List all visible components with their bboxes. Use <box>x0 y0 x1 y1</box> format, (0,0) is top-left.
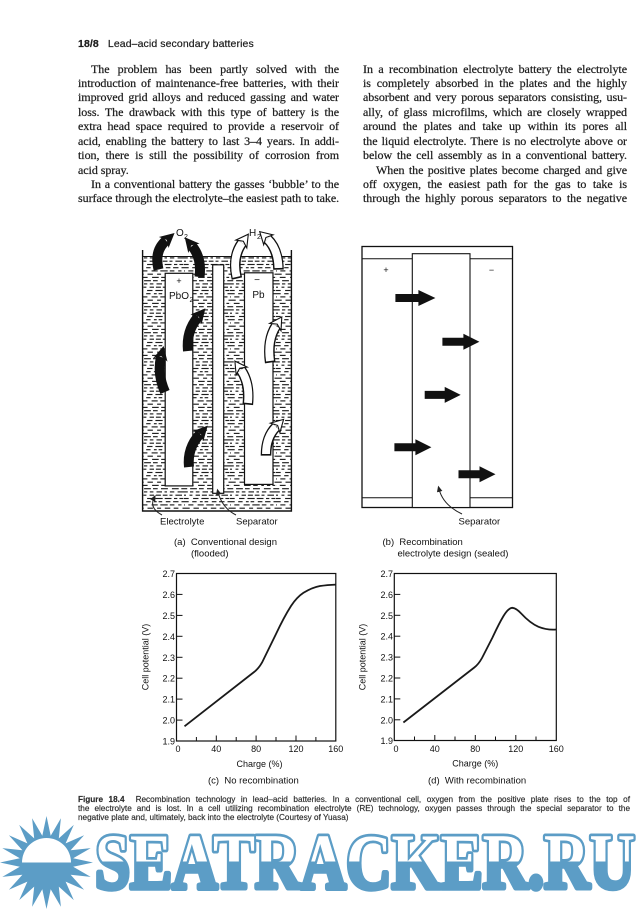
svg-text:+: + <box>176 276 181 286</box>
svg-text:2.0: 2.0 <box>380 715 393 725</box>
svg-text:0: 0 <box>393 744 398 754</box>
svg-text:(a) Conventional design: (a) Conventional design <box>174 537 277 548</box>
svg-text:80: 80 <box>251 744 261 754</box>
svg-text:2: 2 <box>190 297 194 304</box>
svg-text:1.9: 1.9 <box>162 737 175 747</box>
svg-text:2.7: 2.7 <box>162 569 175 579</box>
svg-text:SEATRACKER.RU: SEATRACKER.RU <box>95 818 635 905</box>
svg-text:Cell potential (V): Cell potential (V) <box>141 624 151 691</box>
svg-text:2.3: 2.3 <box>380 653 393 663</box>
svg-text:2.3: 2.3 <box>162 653 175 663</box>
svg-text:Pb: Pb <box>252 290 265 301</box>
svg-text:(c) No recombination: (c) No recombination <box>208 776 299 787</box>
svg-text:2.2: 2.2 <box>162 674 175 684</box>
svg-text:2: 2 <box>257 234 261 241</box>
svg-text:2.0: 2.0 <box>162 716 175 726</box>
svg-text:2: 2 <box>184 234 188 241</box>
svg-text:−: − <box>254 275 260 286</box>
svg-text:2.5: 2.5 <box>162 611 175 621</box>
svg-text:Charge (%): Charge (%) <box>236 759 282 769</box>
svg-text:+: + <box>383 265 388 275</box>
svg-text:Charge (%): Charge (%) <box>452 759 498 769</box>
svg-text:PbO: PbO <box>169 291 189 302</box>
svg-text:2.2: 2.2 <box>380 674 393 684</box>
svg-text:40: 40 <box>211 744 221 754</box>
svg-text:40: 40 <box>430 744 440 754</box>
svg-text:120: 120 <box>288 744 303 754</box>
svg-text:0: 0 <box>175 744 180 754</box>
svg-text:Cell potential (V): Cell potential (V) <box>358 624 368 691</box>
svg-text:2.6: 2.6 <box>162 590 175 600</box>
svg-text:2.4: 2.4 <box>162 632 175 642</box>
svg-text:−: − <box>489 265 494 275</box>
svg-text:2.1: 2.1 <box>162 695 175 705</box>
svg-text:(d) With recombination: (d) With recombination <box>428 776 526 787</box>
svg-text:160: 160 <box>549 744 564 754</box>
svg-text:(b) Recombination: (b) Recombination <box>383 537 463 548</box>
svg-text:(flooded): (flooded) <box>191 549 229 560</box>
svg-text:H: H <box>249 228 256 239</box>
svg-text:80: 80 <box>470 744 480 754</box>
svg-text:2.7: 2.7 <box>380 569 393 579</box>
svg-text:Electrolyte: Electrolyte <box>160 517 204 528</box>
svg-text:2.1: 2.1 <box>380 694 393 704</box>
svg-text:2.4: 2.4 <box>380 632 393 642</box>
svg-text:SEATRACKER.RU: SEATRACKER.RU <box>95 818 635 905</box>
svg-text:1.9: 1.9 <box>380 736 393 746</box>
svg-text:O: O <box>176 228 184 239</box>
svg-text:Separator: Separator <box>459 517 501 528</box>
svg-text:2.6: 2.6 <box>380 590 393 600</box>
svg-text:2.5: 2.5 <box>380 611 393 621</box>
svg-text:electrolyte design (sealed): electrolyte design (sealed) <box>398 549 509 560</box>
svg-text:160: 160 <box>328 744 343 754</box>
svg-text:120: 120 <box>508 744 523 754</box>
svg-text:Separator: Separator <box>236 517 278 528</box>
